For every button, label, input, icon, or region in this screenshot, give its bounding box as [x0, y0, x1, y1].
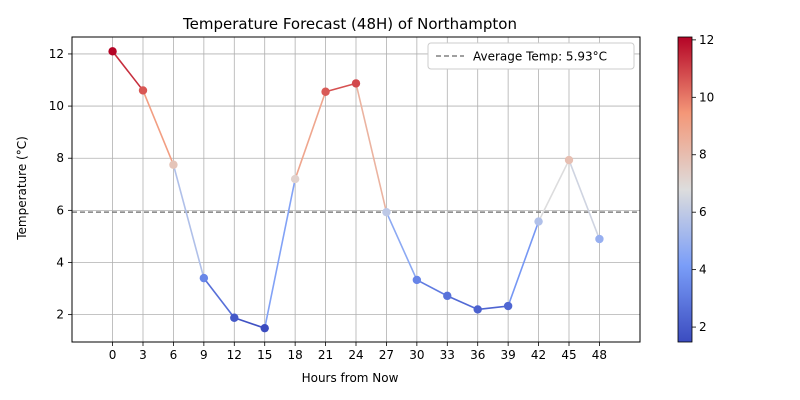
x-tick-label: 39 — [501, 348, 516, 362]
x-tick-label: 6 — [170, 348, 178, 362]
line-segment — [446, 295, 479, 311]
data-point — [230, 313, 239, 322]
line-segment — [234, 316, 265, 329]
legend-average-label: Average Temp: 5.93°C — [473, 50, 607, 64]
data-point — [290, 174, 300, 184]
y-axis: 2 4 6 8 10 12 — [49, 47, 72, 322]
line-segment — [294, 91, 327, 180]
line-segment — [507, 221, 540, 307]
data-point — [534, 217, 543, 226]
data-point — [169, 160, 178, 169]
y-tick-label: 6 — [56, 203, 64, 217]
y-tick-label: 2 — [56, 308, 64, 322]
line-segments — [111, 50, 601, 329]
x-tick-label: 42 — [531, 348, 546, 362]
data-point — [564, 155, 574, 165]
colorbar-tick-label: 4 — [699, 263, 707, 277]
x-tick-label: 3 — [139, 348, 147, 362]
x-tick-label: 30 — [409, 348, 424, 362]
x-tick-label: 48 — [592, 348, 607, 362]
x-tick-label: 12 — [227, 348, 242, 362]
line-segment — [537, 159, 570, 222]
y-tick-label: 8 — [56, 151, 64, 165]
data-point — [260, 323, 269, 333]
data-point — [199, 273, 209, 283]
line-segment — [385, 211, 418, 281]
y-axis-label: Temperature (°C) — [15, 136, 29, 241]
line-segment — [172, 164, 205, 279]
data-point — [321, 87, 330, 96]
line-segment — [263, 178, 296, 329]
data-point — [382, 207, 391, 217]
colorbar-tick-label: 2 — [699, 320, 707, 334]
data-point — [138, 86, 148, 95]
data-points — [108, 47, 604, 333]
y-tick-label: 10 — [49, 99, 64, 113]
x-tick-label: 0 — [109, 348, 117, 362]
x-tick-label: 15 — [257, 348, 272, 362]
line-segment — [203, 277, 235, 319]
data-point — [473, 305, 482, 314]
x-tick-label: 27 — [379, 348, 394, 362]
colorbar-tick-label: 10 — [699, 90, 714, 104]
data-point — [595, 234, 604, 244]
chart-title: Temperature Forecast (48H) of Northampto… — [182, 15, 517, 33]
x-tick-label: 18 — [288, 348, 303, 362]
x-axis: 0 3 6 9 12 15 18 21 24 27 30 33 36 39 42 45 48 — [109, 342, 607, 362]
line-segment — [325, 82, 357, 93]
line-segment — [111, 50, 144, 91]
x-axis-label: Hours from Now — [302, 371, 399, 385]
x-tick-label: 45 — [561, 348, 576, 362]
line-segment — [142, 90, 175, 166]
x-tick-label: 21 — [318, 348, 333, 362]
data-point — [351, 79, 361, 88]
colorbar-gradient — [677, 36, 693, 343]
legend-box — [427, 42, 635, 70]
data-point — [108, 47, 117, 56]
x-tick-label: 33 — [440, 348, 455, 362]
x-tick-label: 36 — [470, 348, 485, 362]
y-tick-label: 12 — [49, 47, 64, 61]
x-tick-label: 24 — [348, 348, 363, 362]
data-point — [503, 301, 513, 311]
line-segment — [416, 279, 448, 297]
data-point — [443, 291, 452, 301]
colorbar-ticks: 2 4 6 8 10 12 — [692, 33, 714, 334]
line-segment — [477, 305, 509, 311]
colorbar: 2 4 6 8 10 12 — [677, 33, 714, 343]
legend: Average Temp: 5.93°C — [427, 42, 635, 70]
line-segment — [568, 159, 601, 240]
y-tick-label: 4 — [56, 255, 64, 269]
data-point — [412, 275, 422, 285]
x-tick-label: 9 — [200, 348, 208, 362]
colorbar-tick-label: 8 — [699, 148, 707, 162]
line-segment — [355, 83, 388, 213]
colorbar-tick-label: 6 — [699, 205, 707, 219]
colorbar-tick-label: 12 — [699, 33, 714, 47]
